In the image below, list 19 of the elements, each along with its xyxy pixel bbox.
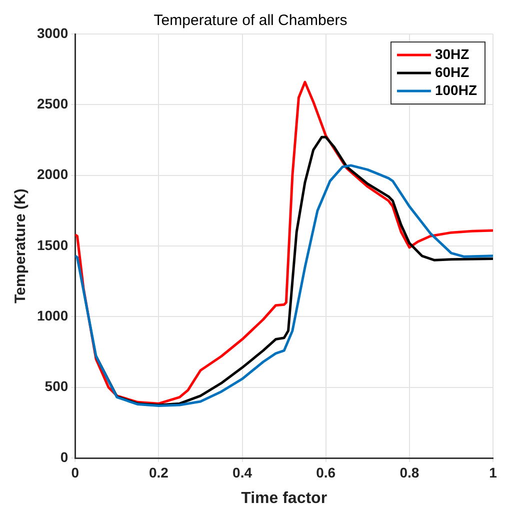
legend-label: 30HZ bbox=[434, 46, 470, 62]
x-tick-label: 0.8 bbox=[400, 464, 420, 480]
y-tick-label: 1000 bbox=[36, 308, 68, 324]
y-tick-label: 0 bbox=[60, 448, 68, 465]
y-tick-label: 1500 bbox=[36, 236, 68, 253]
y-tick-label: 2000 bbox=[36, 166, 68, 182]
x-tick-label: 0.6 bbox=[316, 464, 336, 480]
x-tick-label: 0.4 bbox=[232, 464, 252, 480]
x-axis-title: Time factor bbox=[241, 490, 328, 507]
x-tick-label: 0 bbox=[71, 464, 80, 480]
y-tick-label: 500 bbox=[44, 378, 68, 394]
legend-label: 60HZ bbox=[434, 64, 470, 80]
x-tick-label: 1 bbox=[489, 464, 498, 480]
y-axis-title: Temperature (K) bbox=[12, 188, 30, 304]
y-tick-label: 3000 bbox=[36, 24, 68, 41]
chart-title: Temperature of all Chambers bbox=[154, 12, 348, 30]
y-tick-label: 2500 bbox=[36, 96, 68, 112]
legend-label: 100HZ bbox=[434, 82, 478, 98]
x-tick-label: 0.2 bbox=[148, 464, 169, 480]
